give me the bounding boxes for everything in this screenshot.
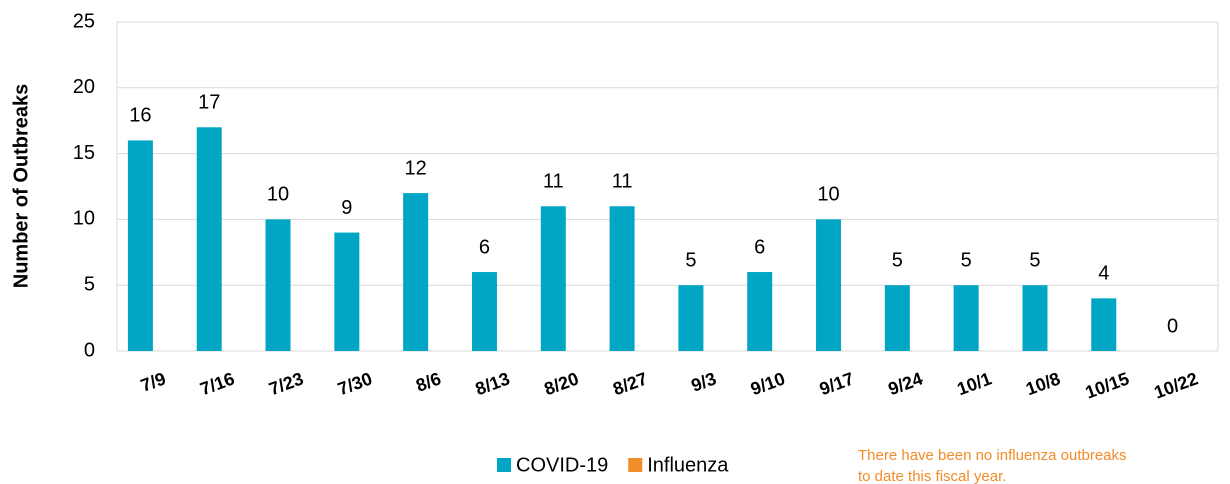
legend-swatch — [497, 458, 511, 472]
data-label: 9 — [341, 197, 352, 219]
data-label: 5 — [1029, 249, 1040, 271]
x-tick-label: 7/9 — [138, 368, 168, 395]
y-tick-label: 5 — [84, 273, 95, 295]
bar — [747, 272, 773, 351]
y-tick-label: 0 — [84, 339, 95, 361]
data-label: 10 — [267, 184, 289, 206]
bar — [953, 285, 979, 351]
bar — [1022, 285, 1048, 351]
x-tick-label: 10/1 — [954, 368, 994, 399]
data-label: 5 — [961, 249, 972, 271]
x-tick-label: 8/13 — [473, 368, 513, 399]
x-tick-label: 9/10 — [748, 368, 788, 399]
x-tick-label: 10/8 — [1023, 368, 1063, 399]
y-axis-label: Number of Outbreaks — [10, 84, 32, 288]
legend-label: Influenza — [647, 454, 729, 476]
bar — [609, 206, 635, 351]
y-tick-label: 25 — [73, 10, 95, 32]
annotation: There have been no influenza outbreaks — [858, 447, 1127, 464]
bar — [127, 140, 153, 351]
data-label: 6 — [479, 236, 490, 258]
legend-label: COVID-19 — [516, 454, 608, 476]
bar — [334, 232, 360, 351]
x-tick-label: 8/27 — [610, 368, 650, 399]
x-tick-label: 9/24 — [886, 368, 926, 399]
bar — [403, 193, 429, 351]
y-tick-label: 20 — [73, 76, 95, 98]
data-label: 0 — [1167, 315, 1178, 337]
y-tick-label: 15 — [73, 142, 95, 164]
y-tick-label: 10 — [73, 208, 95, 230]
bar — [816, 219, 842, 351]
x-tick-label: 7/30 — [335, 368, 375, 399]
legend-swatch — [628, 458, 643, 472]
bar — [884, 285, 910, 351]
annotation: to date this fiscal year. — [858, 468, 1006, 484]
bar — [540, 206, 566, 351]
x-tick-label: 9/3 — [689, 368, 719, 395]
bar — [471, 272, 497, 351]
x-tick-label: 7/16 — [197, 368, 237, 399]
bar — [1091, 298, 1117, 351]
data-label: 6 — [754, 236, 765, 258]
data-label: 5 — [892, 249, 903, 271]
data-label: 12 — [405, 157, 427, 179]
data-label: 4 — [1098, 263, 1109, 285]
x-tick-label: 8/20 — [542, 368, 582, 399]
x-tick-label: 7/23 — [266, 368, 306, 399]
x-tick-label: 9/17 — [817, 368, 857, 399]
data-label: 10 — [817, 184, 839, 206]
x-tick-label: 8/6 — [413, 368, 443, 395]
x-tick-label: 10/22 — [1151, 368, 1200, 402]
bar — [678, 285, 704, 351]
x-tick-label: 10/15 — [1083, 368, 1132, 402]
data-label: 5 — [685, 249, 696, 271]
data-label: 16 — [129, 105, 151, 127]
data-label: 11 — [612, 171, 633, 193]
data-label: 17 — [198, 92, 220, 114]
bar — [196, 127, 222, 351]
bar — [265, 219, 291, 351]
data-label: 11 — [543, 171, 564, 193]
